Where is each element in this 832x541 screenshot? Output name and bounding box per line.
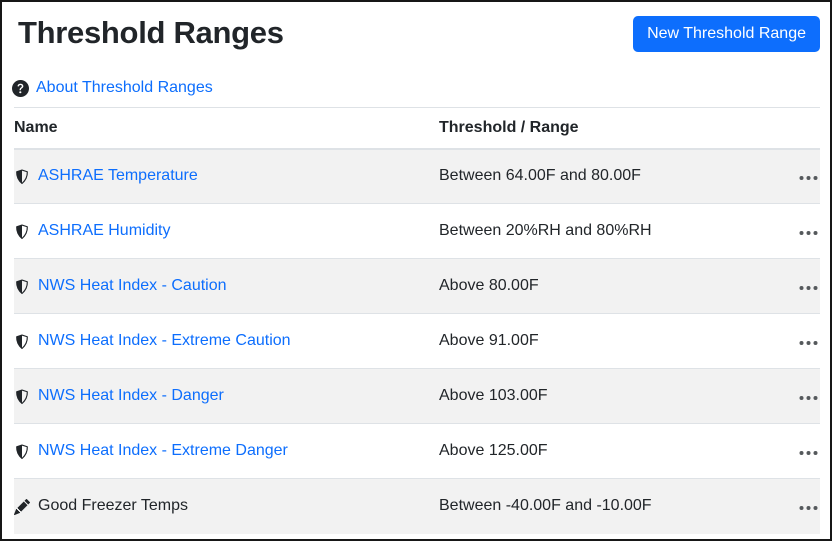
table-row: ASHRAE Temperature Between 64.00F and 80… bbox=[14, 148, 820, 204]
ellipsis-icon bbox=[799, 169, 818, 184]
column-header-menu bbox=[764, 107, 820, 150]
table-header-row: Name Threshold / Range bbox=[14, 107, 820, 150]
column-header-range: Threshold / Range bbox=[439, 107, 764, 150]
row-menu-button[interactable] bbox=[797, 165, 820, 188]
shield-icon bbox=[14, 389, 30, 405]
row-menu-button[interactable] bbox=[797, 275, 820, 298]
shield-icon bbox=[14, 334, 30, 350]
threshold-name-link[interactable]: NWS Heat Index - Caution bbox=[38, 277, 227, 294]
ellipsis-icon bbox=[799, 224, 818, 239]
page-header: Threshold Ranges New Threshold Range bbox=[14, 2, 820, 52]
threshold-ranges-page: Threshold Ranges New Threshold Range Abo… bbox=[2, 2, 830, 534]
row-menu-button[interactable] bbox=[797, 385, 820, 408]
row-menu-button[interactable] bbox=[797, 495, 820, 518]
threshold-range-value: Between 64.00F and 80.00F bbox=[439, 167, 641, 185]
pencil-icon bbox=[14, 498, 30, 515]
threshold-name-link[interactable]: ASHRAE Humidity bbox=[38, 222, 171, 239]
new-threshold-range-button[interactable]: New Threshold Range bbox=[633, 16, 820, 52]
shield-icon bbox=[14, 444, 30, 460]
shield-icon bbox=[14, 224, 30, 240]
threshold-range-value: Between -40.00F and -10.00F bbox=[439, 478, 764, 534]
row-menu-button[interactable] bbox=[797, 330, 820, 353]
ellipsis-icon bbox=[799, 334, 818, 349]
threshold-range-value: Above 125.00F bbox=[439, 423, 764, 479]
about-threshold-ranges-link[interactable]: About Threshold Ranges bbox=[36, 79, 213, 96]
table-row: NWS Heat Index - Caution Above 80.00F bbox=[14, 258, 820, 314]
ellipsis-icon bbox=[799, 499, 818, 514]
question-circle-icon bbox=[12, 79, 29, 97]
ellipsis-icon bbox=[799, 444, 818, 459]
threshold-name-link[interactable]: NWS Heat Index - Danger bbox=[38, 387, 224, 404]
threshold-range-value: Above 80.00F bbox=[439, 258, 764, 314]
table-row: NWS Heat Index - Extreme Caution Above 9… bbox=[14, 313, 820, 369]
about-row: About Threshold Ranges bbox=[12, 78, 820, 98]
threshold-ranges-table: Name Threshold / Range ASHRAE Temperatur… bbox=[14, 107, 820, 534]
table-row: ASHRAE Humidity Between 20%RH and 80%RH bbox=[14, 203, 820, 259]
threshold-name-link[interactable]: ASHRAE Temperature bbox=[38, 167, 198, 185]
threshold-name-text: Good Freezer Temps bbox=[38, 497, 188, 515]
ellipsis-icon bbox=[799, 279, 818, 294]
row-menu-button[interactable] bbox=[797, 220, 820, 243]
table-row: NWS Heat Index - Danger Above 103.00F bbox=[14, 368, 820, 424]
threshold-name-link[interactable]: NWS Heat Index - Extreme Caution bbox=[38, 332, 291, 349]
column-header-name: Name bbox=[14, 107, 439, 150]
page-title: Threshold Ranges bbox=[18, 15, 284, 50]
row-menu-button[interactable] bbox=[797, 440, 820, 463]
threshold-range-value: Above 91.00F bbox=[439, 313, 764, 369]
threshold-name-link[interactable]: NWS Heat Index - Extreme Danger bbox=[38, 442, 288, 459]
table-row: Good Freezer Temps Between -40.00F and -… bbox=[14, 478, 820, 534]
shield-icon bbox=[14, 279, 30, 295]
shield-icon bbox=[14, 169, 30, 185]
table-row: NWS Heat Index - Extreme Danger Above 12… bbox=[14, 423, 820, 479]
threshold-range-value: Above 103.00F bbox=[439, 368, 764, 424]
threshold-range-value: Between 20%RH and 80%RH bbox=[439, 203, 764, 259]
ellipsis-icon bbox=[799, 389, 818, 404]
